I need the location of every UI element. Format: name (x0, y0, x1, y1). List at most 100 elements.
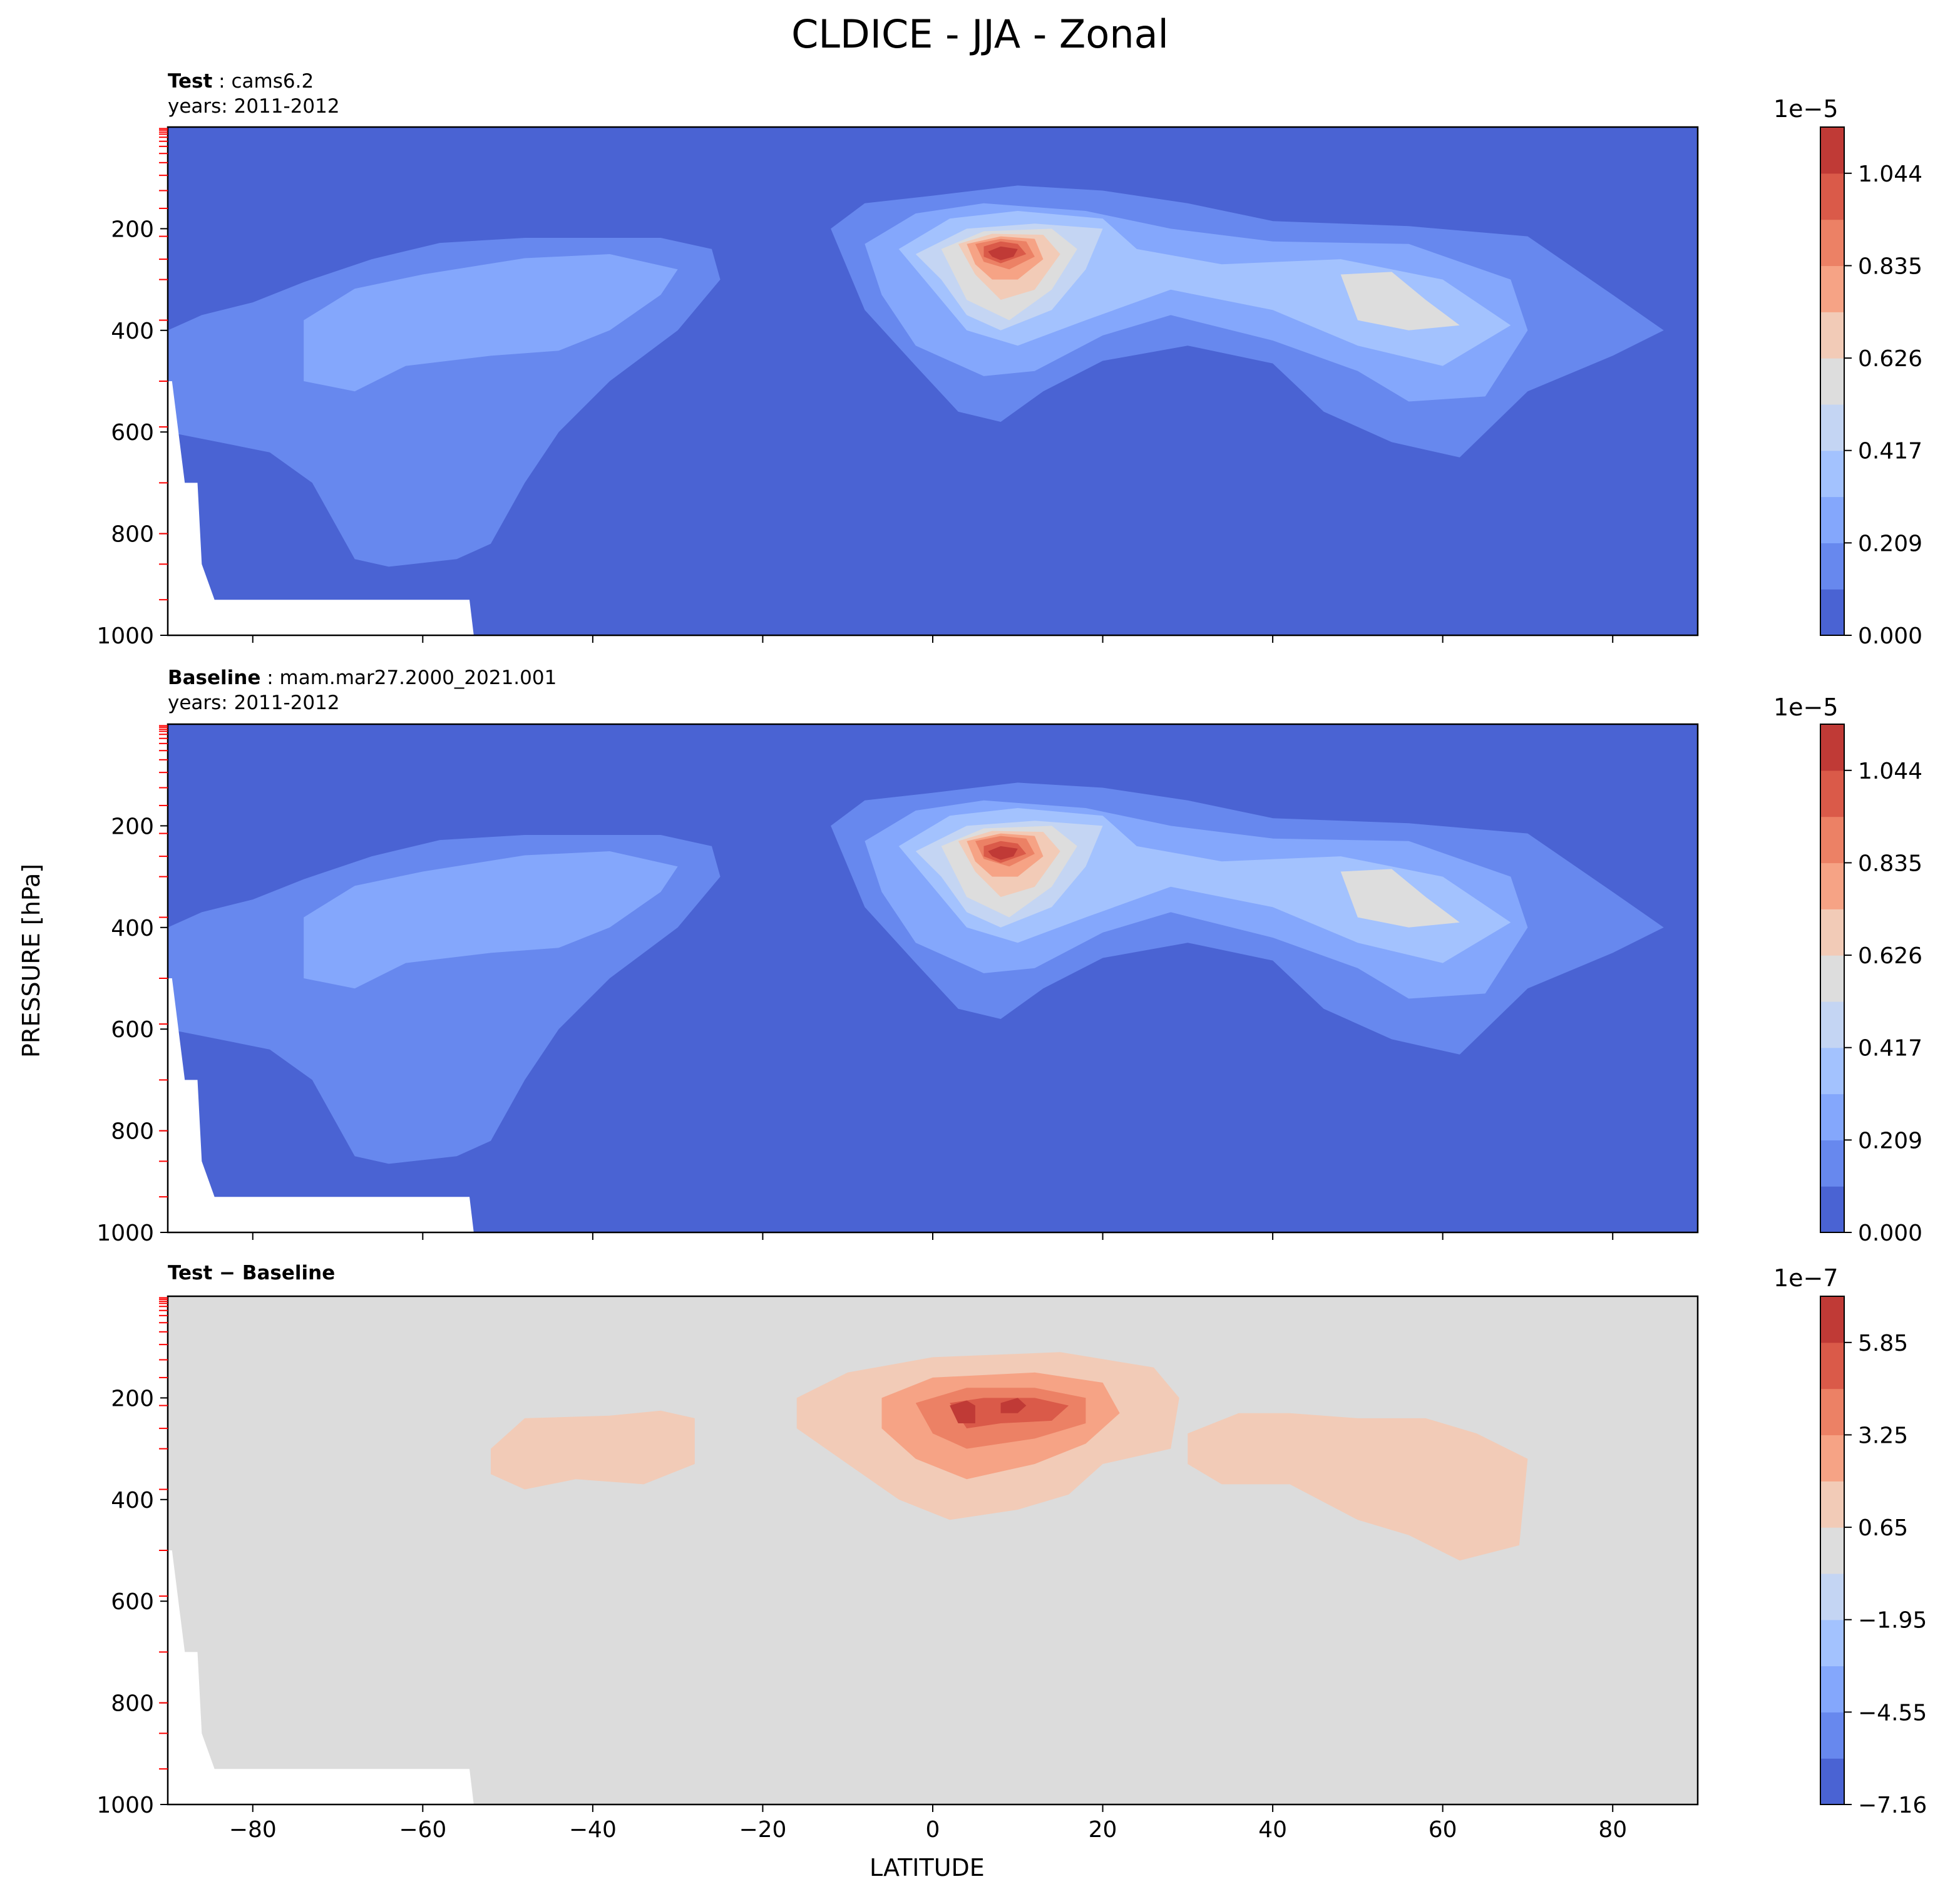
x-tick-label: −20 (739, 1817, 786, 1843)
diff-north-positive (1188, 1413, 1528, 1561)
x-tick-label: −60 (399, 1817, 446, 1843)
colorbar-3-frame (1820, 1296, 1845, 1805)
colorbar-1-swatch (1820, 450, 1844, 498)
colorbar-3-tick-label: 5.85 (1858, 1331, 1908, 1356)
panel-1-contours (168, 127, 1698, 635)
panel-3-title: Test − Baseline (168, 1261, 335, 1286)
panel-2-label: Baseline (168, 667, 261, 689)
colorbar-2-swatch (1820, 1001, 1844, 1048)
diff-south-positive (491, 1410, 695, 1490)
diff-tropical-max-2 (1000, 1398, 1027, 1413)
colorbar-3-swatch (1820, 1758, 1844, 1805)
panel-3-y-tick-label: 400 (111, 1488, 154, 1513)
colorbar-2-tick-label: 0.000 (1858, 1221, 1922, 1246)
panel-1-y-tick-label: 1000 (96, 623, 154, 649)
colorbar-1-swatch (1820, 127, 1844, 174)
panel-3-y-tick-label: 200 (111, 1386, 154, 1411)
colorbar-3-swatch (1820, 1573, 1844, 1620)
colorbar-3-swatch (1820, 1342, 1844, 1390)
colorbar-3-tick-label: −7.16 (1858, 1793, 1927, 1818)
colorbar-1-swatch (1820, 312, 1844, 359)
colorbar-1-swatch (1820, 173, 1844, 220)
colorbar-2-swatch (1820, 816, 1844, 864)
colorbar-1-exponent: 1e−5 (1773, 95, 1839, 123)
panel-1-y-tick-label: 200 (111, 217, 154, 242)
panel-1-title: Test : cams6.2 years: 2011-2012 (168, 70, 340, 118)
x-tick-label: 0 (926, 1817, 940, 1843)
panel-1-case: cams6.2 (231, 70, 314, 93)
x-tick-label: 20 (1089, 1817, 1117, 1843)
colorbar-1-swatch (1820, 358, 1844, 405)
colorbar-1-swatch (1820, 219, 1844, 267)
panel-2-y-tick-label: 400 (111, 916, 154, 941)
panel-3-y-tick-label: 800 (111, 1691, 154, 1717)
colorbar-2-tick-label: 1.044 (1858, 759, 1922, 784)
colorbar-1-tick-label: 0.626 (1858, 346, 1922, 372)
panel-1-south-level-2 (304, 254, 678, 392)
panel-2-contours (168, 724, 1698, 1232)
panel-2-y-tick-label: 600 (111, 1017, 154, 1043)
colorbar-1-tick-label: 0.417 (1858, 439, 1922, 464)
figure-title: CLDICE - JJA - Zonal (791, 11, 1169, 57)
panel-2-missing-data (168, 978, 474, 1232)
panel-1-y-tick-label: 400 (111, 319, 154, 344)
colorbar-2-tick-label: 0.835 (1858, 851, 1922, 876)
panel-2-south-level-2 (304, 851, 678, 989)
panel-1-y-tick-label: 800 (111, 522, 154, 548)
panel-1-level-11 (988, 246, 1018, 260)
colorbar-3-swatch (1820, 1296, 1844, 1343)
colorbar-2-swatch (1820, 1047, 1844, 1095)
colorbar-1-swatch (1820, 543, 1844, 590)
panel-1-level-6 (1340, 272, 1460, 330)
panel-2-level-6 (1340, 869, 1460, 928)
panel-2-level-11 (988, 846, 1018, 860)
colorbar-2-tick-label: 0.417 (1858, 1036, 1922, 1062)
colorbar-1-frame (1820, 126, 1845, 636)
colorbar-3-tick-label: 3.25 (1858, 1423, 1908, 1448)
colorbar-2-swatch (1820, 1093, 1844, 1140)
panel-2-years: years: 2011-2012 (168, 692, 340, 714)
colorbar-2-swatch (1820, 1140, 1844, 1187)
colorbar-3-swatch (1820, 1481, 1844, 1528)
colorbar-3-tick-label: −4.55 (1858, 1700, 1927, 1726)
colorbar-1-swatch (1820, 496, 1844, 543)
panel-3-y-tick-label: 600 (111, 1589, 154, 1615)
colorbar-1-tick-label: 0.000 (1858, 623, 1922, 649)
x-tick-label: 40 (1258, 1817, 1287, 1843)
colorbar-3-swatch (1820, 1712, 1844, 1759)
diff-tropical-max-1 (950, 1400, 975, 1423)
colorbar-1-tick-label: 0.835 (1858, 253, 1922, 279)
colorbar-1-tick-label: 0.209 (1858, 531, 1922, 556)
panel-3-missing-data (168, 1550, 474, 1804)
panel-1-years: years: 2011-2012 (168, 95, 340, 118)
colorbar-2-swatch (1820, 955, 1844, 1002)
panel-2-y-tick-label: 200 (111, 814, 154, 839)
panel-2-case: mam.mar27.2000_2021.001 (279, 667, 557, 689)
colorbar-2-swatch (1820, 909, 1844, 956)
colorbar-3-swatch (1820, 1619, 1844, 1667)
panel-1-label: Test (168, 70, 213, 93)
panel-2-y-tick-label: 1000 (96, 1221, 154, 1246)
colorbar-3-swatch (1820, 1666, 1844, 1712)
panel-1-missing-data (168, 381, 474, 635)
panel-2-y-tick-label: 800 (111, 1119, 154, 1145)
colorbar-2-swatch (1820, 1186, 1844, 1233)
colorbar-2-tick-label: 0.209 (1858, 1128, 1922, 1154)
colorbar-1-swatch (1820, 589, 1844, 636)
colorbar-2-swatch (1820, 724, 1844, 771)
panel-3-label: Test − Baseline (168, 1262, 336, 1284)
colorbar-1-swatch (1820, 265, 1844, 312)
colorbar-3-tick-label: −1.95 (1858, 1608, 1927, 1634)
colorbar-3-swatch (1820, 1527, 1844, 1574)
colorbar-3-exponent: 1e−7 (1773, 1264, 1839, 1292)
colorbar-2-tick-label: 0.626 (1858, 943, 1922, 969)
colorbar-2-exponent: 1e−5 (1773, 694, 1839, 721)
x-tick-label: 80 (1598, 1817, 1627, 1843)
panel-3-contours (168, 1296, 1698, 1804)
colorbar-2-swatch (1820, 770, 1844, 817)
colorbar-3-swatch (1820, 1435, 1844, 1482)
colorbar-3-swatch (1820, 1388, 1844, 1436)
x-tick-label: −80 (229, 1817, 277, 1843)
panel-1-y-tick-label: 600 (111, 420, 154, 446)
